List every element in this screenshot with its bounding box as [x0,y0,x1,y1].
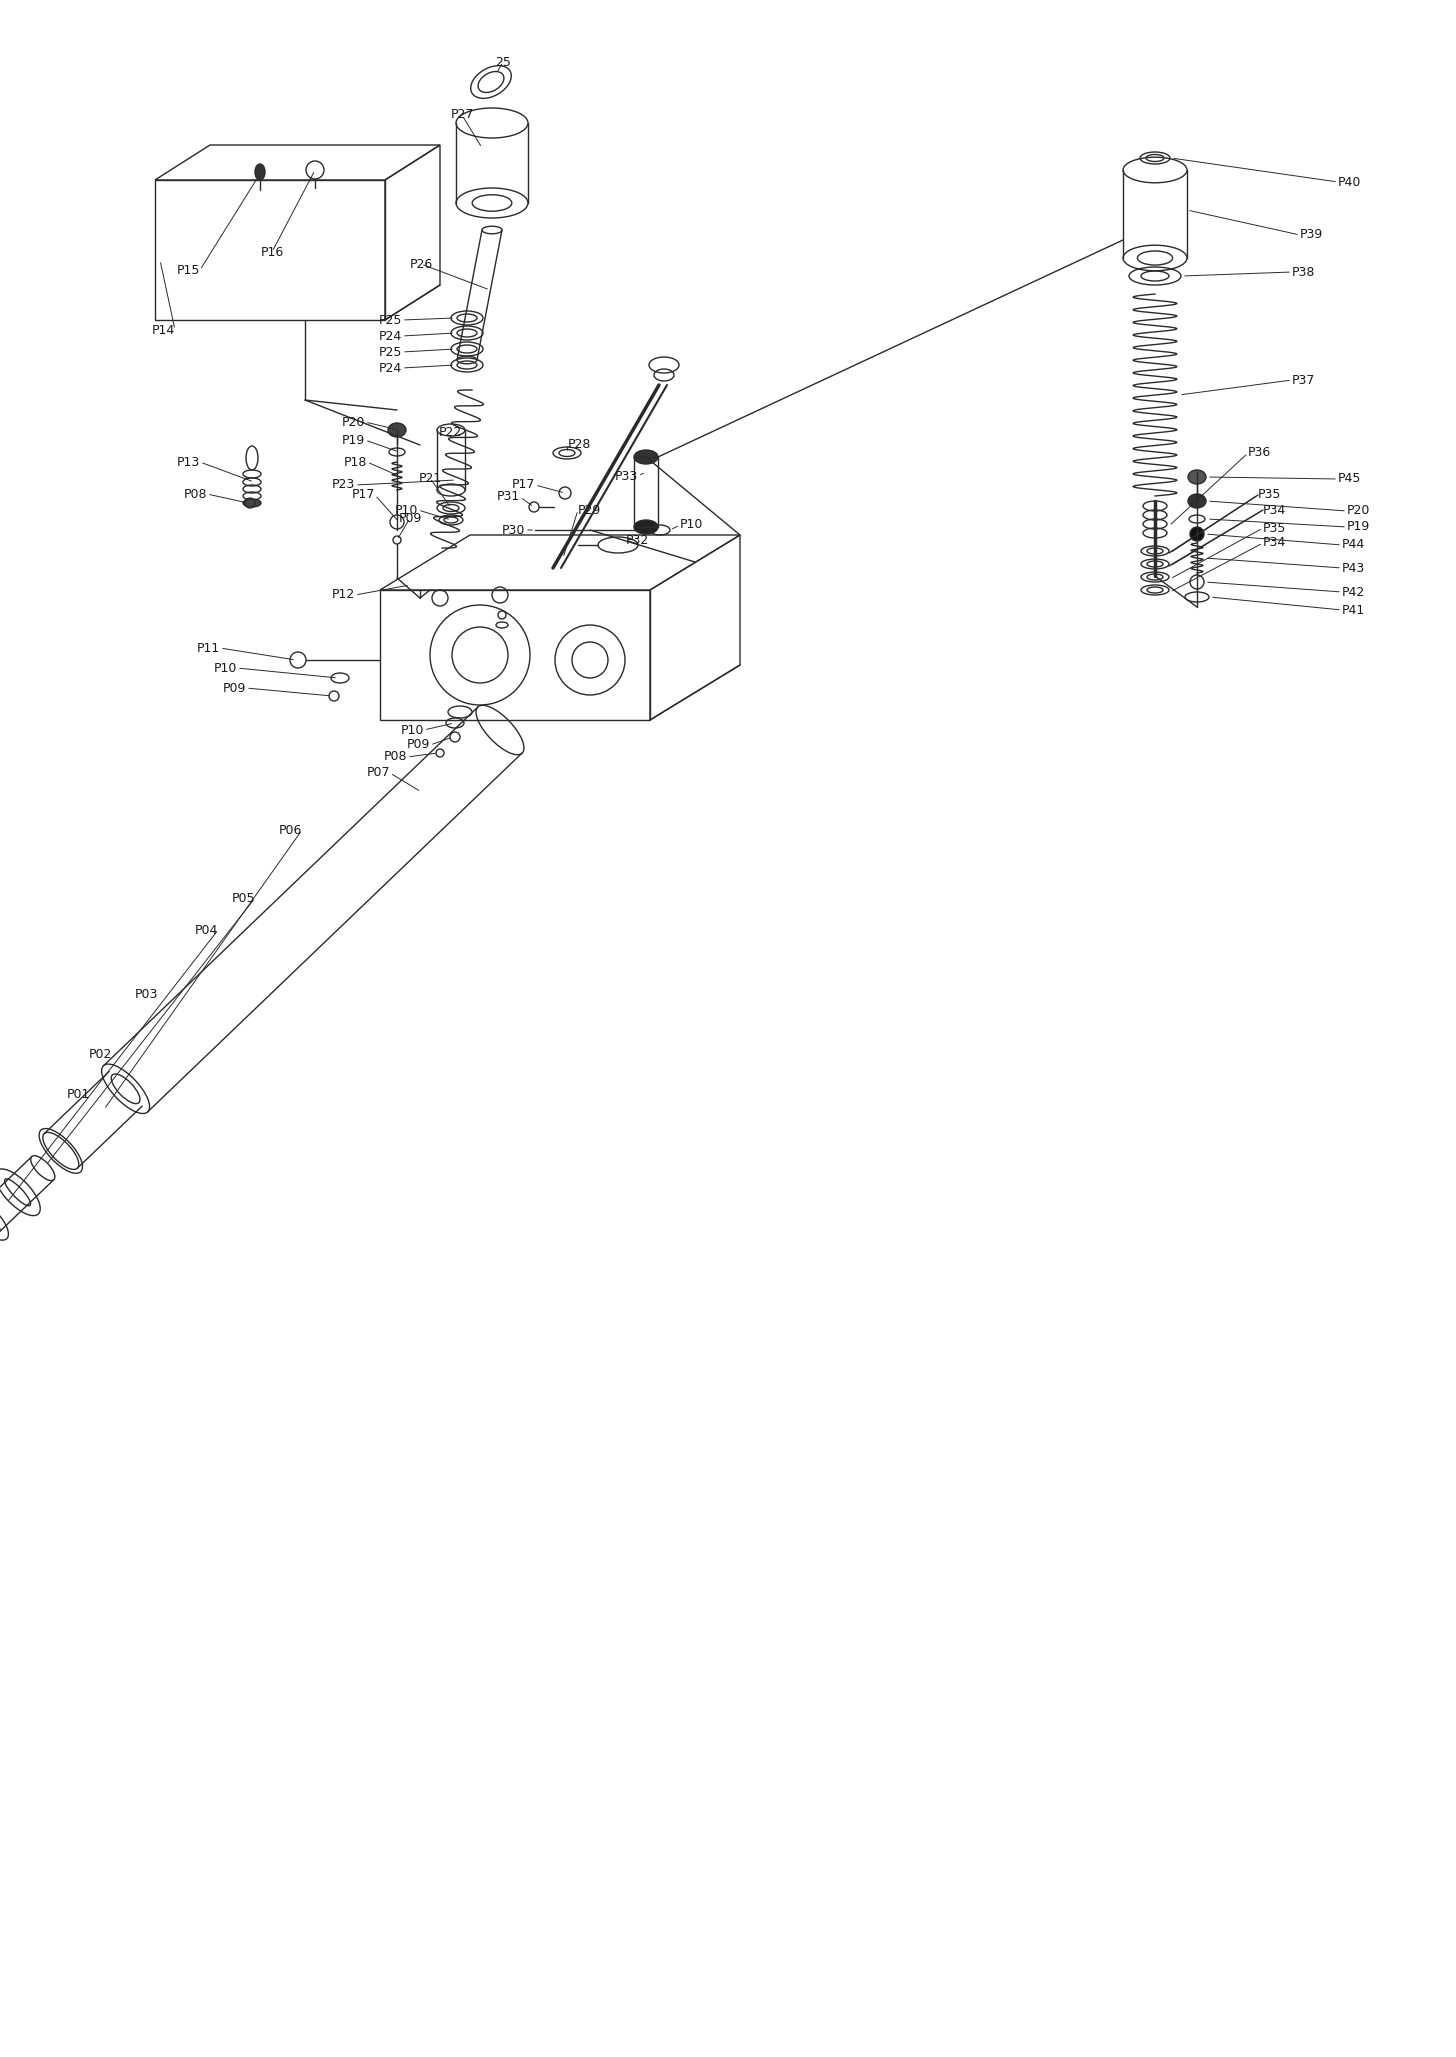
Text: P14: P14 [151,323,175,337]
Text: 25: 25 [495,56,511,68]
Text: P16: P16 [261,245,284,259]
Text: P26: P26 [409,257,432,272]
Text: P35: P35 [1258,488,1281,502]
Text: P03: P03 [134,989,159,1002]
Text: P24: P24 [379,362,402,374]
Text: P01: P01 [67,1088,90,1100]
Ellipse shape [1188,469,1206,483]
Text: P10: P10 [680,518,703,531]
Text: P11: P11 [197,642,220,654]
Text: P29: P29 [578,504,601,516]
Ellipse shape [243,500,261,506]
Ellipse shape [387,424,406,436]
Text: P38: P38 [1291,265,1315,278]
Text: P09: P09 [399,512,422,525]
Text: P24: P24 [379,329,402,344]
Text: P35: P35 [1262,522,1286,535]
Text: P30: P30 [502,522,526,537]
Text: P17: P17 [511,479,534,492]
Text: P20: P20 [1347,504,1370,518]
Text: P08: P08 [183,488,207,500]
Text: P45: P45 [1338,473,1361,485]
Text: P18: P18 [344,455,367,469]
Text: P27: P27 [450,109,473,121]
Text: P06: P06 [278,823,301,837]
Text: P33: P33 [614,469,638,483]
Ellipse shape [633,450,658,465]
Text: P19: P19 [342,434,365,446]
Text: P20: P20 [342,416,365,428]
Text: P34: P34 [1262,504,1286,516]
Text: P10: P10 [395,504,418,516]
Ellipse shape [633,520,658,535]
Ellipse shape [1188,494,1206,508]
Text: P37: P37 [1291,374,1315,387]
Text: P10: P10 [214,662,237,675]
Text: P17: P17 [352,488,376,502]
Text: P25: P25 [379,346,402,358]
Text: P08: P08 [383,751,408,763]
Text: P05: P05 [232,891,255,905]
Text: P19: P19 [1347,520,1370,533]
Text: P21: P21 [418,471,441,485]
Text: P23: P23 [332,479,355,492]
Text: P15: P15 [176,263,199,276]
Text: P44: P44 [1342,539,1366,551]
Text: P39: P39 [1300,228,1324,241]
Text: P25: P25 [379,313,402,327]
Text: P31: P31 [496,490,520,504]
Text: P42: P42 [1342,586,1366,599]
Text: P36: P36 [1248,446,1271,459]
Text: P09: P09 [406,738,430,751]
Text: P09: P09 [223,681,246,695]
Text: P32: P32 [626,533,649,547]
Text: P04: P04 [195,924,218,936]
Text: P28: P28 [568,438,591,450]
Text: P10: P10 [400,724,424,736]
Text: P22: P22 [438,426,462,440]
Ellipse shape [255,165,265,181]
Text: P07: P07 [367,767,390,780]
Text: P41: P41 [1342,603,1366,617]
Text: P02: P02 [89,1049,112,1061]
Text: P13: P13 [176,455,199,469]
Circle shape [1190,527,1204,541]
Text: P43: P43 [1342,562,1366,574]
Text: P12: P12 [332,588,355,601]
Text: P40: P40 [1338,175,1361,189]
Text: P34: P34 [1262,537,1286,549]
